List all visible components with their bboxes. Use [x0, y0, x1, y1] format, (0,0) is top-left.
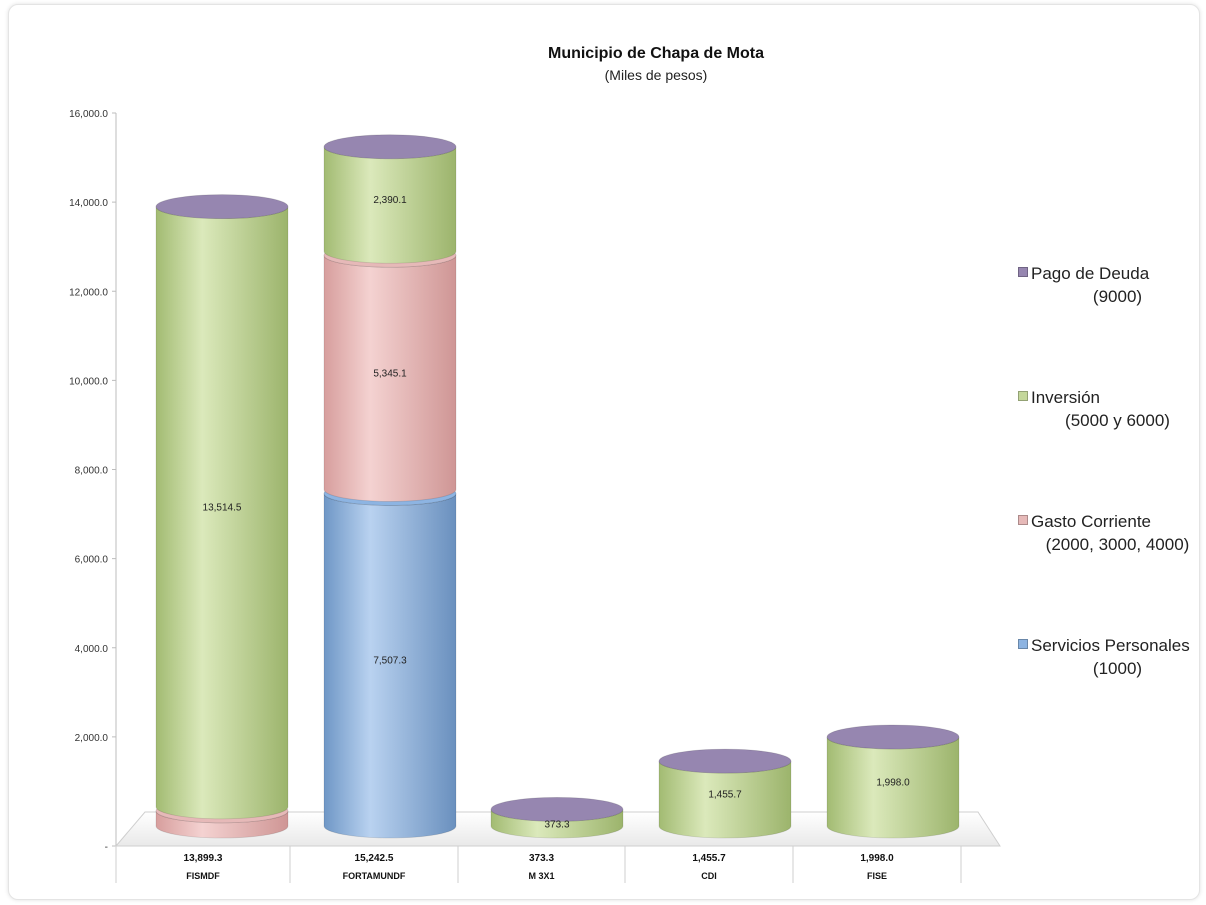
legend-item: Inversión (5000 y 6000): [1018, 386, 1203, 432]
y-tick-label: 8,000.0: [75, 466, 109, 477]
category-label: CDI: [701, 871, 717, 881]
category-table: 13,899.3 FISMDF 15,242.5 FORTAMUNDF 373.3 M 3…: [115, 845, 962, 883]
data-label: 373.3: [544, 820, 569, 831]
legend-code: (5000 y 6000): [1065, 411, 1170, 430]
legend-code: (2000, 3000, 4000): [1045, 535, 1190, 554]
data-label: 7,507.3: [373, 656, 407, 667]
total-label: 1,455.7: [692, 853, 726, 864]
total-label: 15,242.5: [355, 853, 394, 864]
legend-swatch: [1018, 515, 1028, 525]
legend-swatch: [1018, 267, 1028, 277]
bar-segment-top: [658, 748, 792, 774]
data-label: 1,455.7: [708, 790, 742, 801]
y-axis: - 2,000.0 4,000.0 6,000.0 8,000.0 10,000.0 12,…: [69, 109, 117, 853]
y-tick-label: -: [105, 842, 108, 853]
total-label: 13,899.3: [184, 853, 223, 864]
bar-segment-top: [323, 134, 457, 160]
chart-title: Municipio de Chapa de Mota: [548, 45, 764, 62]
y-tick-label: 4,000.0: [75, 644, 109, 655]
y-tick-label: 12,000.0: [69, 287, 108, 298]
legend-label: Inversión: [1031, 388, 1100, 407]
legend-item: Servicios Personales (1000): [1018, 634, 1203, 680]
y-tick-label: 14,000.0: [69, 198, 108, 209]
y-tick-label: 16,000.0: [69, 109, 108, 120]
y-tick-label: 10,000.0: [69, 376, 108, 387]
category-label: FISMDF: [186, 871, 220, 881]
data-label: 5,345.1: [373, 368, 407, 379]
legend-label: Gasto Corriente: [1031, 512, 1151, 531]
category-label: FORTAMUNDF: [343, 871, 406, 881]
bars: [155, 134, 960, 839]
category-label: FISE: [867, 871, 887, 881]
chart-subtitle: (Miles de pesos): [605, 67, 708, 83]
category-label: M 3X1: [528, 871, 554, 881]
legend-item: Gasto Corriente (2000, 3000, 4000): [1018, 510, 1203, 556]
total-label: 373.3: [529, 853, 554, 864]
data-label: 2,390.1: [373, 195, 407, 206]
legend-item: Pago de Deuda (9000): [1018, 262, 1203, 308]
total-label: 1,998.0: [860, 853, 894, 864]
legend-code: (9000): [1092, 287, 1143, 306]
bar-segment-top: [490, 796, 624, 822]
legend-swatch: [1018, 391, 1028, 401]
legend-label: Pago de Deuda: [1031, 264, 1150, 283]
data-label: 1,998.0: [876, 777, 910, 788]
y-tick-label: 2,000.0: [75, 733, 109, 744]
bar-segment-top: [826, 724, 960, 750]
legend-swatch: [1018, 639, 1028, 649]
segment-labels: 13,514.5 7,507.3 5,345.1 2,390.1 373.3 1,455.…: [203, 195, 911, 831]
y-tick-label: 6,000.0: [75, 555, 109, 566]
bar-segment-top: [155, 194, 289, 220]
data-label: 13,514.5: [203, 503, 242, 514]
legend-label: Servicios Personales: [1031, 636, 1190, 655]
legend-code: (1000): [1092, 659, 1143, 678]
